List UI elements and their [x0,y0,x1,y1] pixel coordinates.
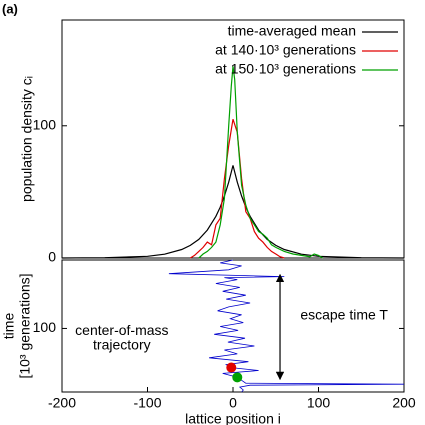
series-line [198,66,324,259]
y-axis-label: population density cᵢ [19,76,35,202]
annotation: escape time T [300,306,388,322]
annotation: trajectory [93,337,151,353]
marker-point [232,372,243,383]
y-tick-label: 0 [48,249,56,265]
legend-label: at 140·10³ generations [215,42,356,58]
x-tick-label: 100 [307,395,331,411]
x-tick-label: 200 [392,395,416,411]
x-axis-label: lattice position i [185,411,281,425]
legend-label: at 150·10³ generations [215,61,356,77]
series-line [61,165,405,259]
y-tick-label: 100 [33,319,57,335]
x-tick-label: 0 [229,395,237,411]
legend-label: time-averaged mean [228,23,356,39]
annotation: center-of-mass [75,322,168,338]
y-axis-label: time [1,313,17,340]
marker-point [226,362,237,373]
y-tick-label: 100 [33,116,57,132]
plot-frame [61,19,405,259]
series-line [189,119,285,259]
x-tick-label: -200 [48,395,76,411]
y-axis-label: [10³ generations] [17,273,33,378]
panel-label: (a) [2,1,18,16]
series-line [168,259,405,393]
x-tick-label: -100 [133,395,161,411]
